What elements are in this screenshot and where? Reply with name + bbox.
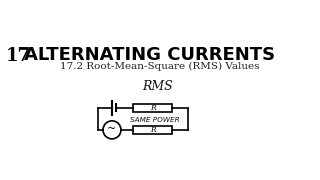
Text: R: R	[150, 126, 156, 134]
Text: 17: 17	[6, 47, 31, 65]
Bar	[133, 126, 172, 134]
Text: 17.2 Root-Mean-Square (RMS) Values: 17.2 Root-Mean-Square (RMS) Values	[60, 62, 260, 71]
Text: RMS: RMS	[143, 80, 173, 93]
Text: SAME POWER: SAME POWER	[130, 117, 180, 123]
Text: R: R	[150, 104, 156, 112]
Text: GCE A LEVEL PHYSICS: GCE A LEVEL PHYSICS	[87, 9, 233, 22]
Text: ~: ~	[108, 124, 116, 134]
Bar	[133, 104, 172, 112]
Text: ALTERNATING CURRENTS: ALTERNATING CURRENTS	[24, 46, 275, 64]
